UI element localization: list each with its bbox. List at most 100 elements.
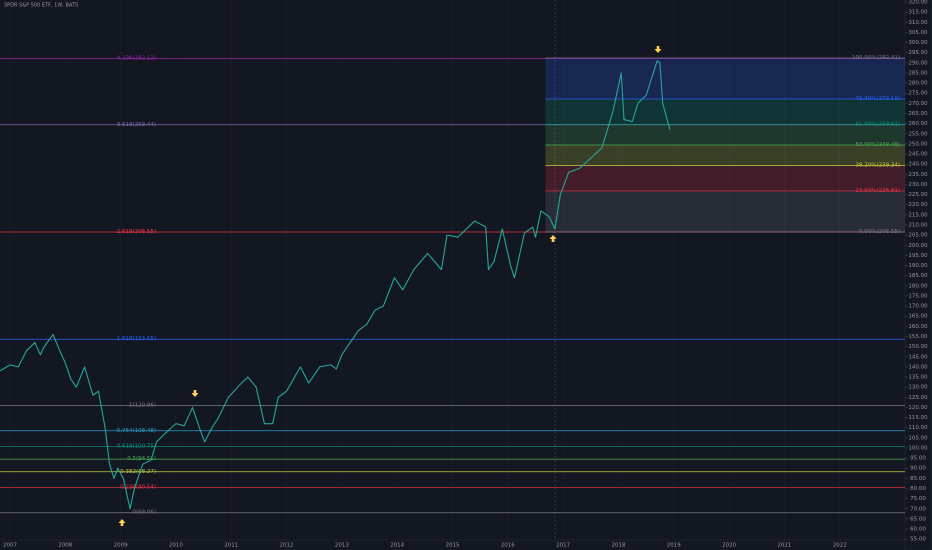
y-tick-label: 255.00 — [908, 131, 928, 137]
arrow-up — [549, 235, 557, 242]
y-tick-label: 310.00 — [908, 20, 928, 26]
fib-extension-label: 4.236(292.13) — [117, 56, 156, 62]
y-tick-label: 260.00 — [908, 121, 928, 127]
y-tick-label: 110.00 — [908, 425, 928, 431]
fib-retracement-label: 76.40%(272.15) — [855, 96, 900, 102]
fib-extension-label: 0.236(80.54) — [120, 484, 156, 490]
fib-extension-label: 1.618(153.65) — [117, 336, 156, 342]
y-tick-label: 320.00 — [908, 0, 928, 6]
y-tick-label: 60.00 — [910, 527, 926, 533]
x-tick-label: 2007 — [3, 543, 17, 549]
y-tick-label: 205.00 — [908, 233, 928, 239]
fib-zone — [545, 190, 905, 232]
x-tick-label: 2013 — [335, 543, 349, 549]
y-tick-label: 240.00 — [908, 162, 928, 168]
y-tick-label: 245.00 — [908, 152, 928, 158]
x-tick-label: 2011 — [224, 543, 238, 549]
fib-retracement-label: 0.00%(206.55) — [859, 229, 900, 235]
chart-title: SPDR S&P 500 ETF, 1W, BATS — [4, 3, 78, 9]
y-tick-label: 125.00 — [908, 395, 928, 401]
x-tick-label: 2014 — [390, 543, 404, 549]
y-tick-label: 180.00 — [908, 283, 928, 289]
y-tick-label: 210.00 — [908, 223, 928, 229]
y-tick-label: 120.00 — [908, 405, 928, 411]
markers — [118, 46, 662, 526]
x-tick-label: 2015 — [446, 543, 460, 549]
y-tick-label: 85.00 — [910, 476, 926, 482]
y-tick-label: 235.00 — [908, 172, 928, 178]
y-tick-label: 70.00 — [910, 506, 926, 512]
x-tick-label: 2012 — [280, 543, 294, 549]
y-tick-label: 215.00 — [908, 212, 928, 218]
y-tick-label: 315.00 — [908, 10, 928, 16]
fib-zone — [545, 99, 905, 125]
y-tick-label: 225.00 — [908, 192, 928, 198]
y-tick-label: 185.00 — [908, 273, 928, 279]
x-tick-label: 2009 — [114, 543, 128, 549]
fib-retracement-label: 50.00%(249.48) — [855, 142, 900, 148]
y-tick-label: 135.00 — [908, 375, 928, 381]
fib-extension-label: 1(120.96) — [129, 402, 156, 408]
y-tick-label: 250.00 — [908, 141, 928, 147]
fib-extension-label: 2.618(206.55) — [117, 229, 156, 235]
x-tick-label: 2019 — [667, 543, 681, 549]
x-tick-label: 2022 — [833, 543, 847, 549]
y-tick-label: 195.00 — [908, 253, 928, 259]
y-tick-label: 80.00 — [910, 486, 926, 492]
x-tick-label: 2008 — [58, 543, 72, 549]
y-tick-label: 200.00 — [908, 243, 928, 249]
fib-extension-label: 0.618(100.75) — [117, 443, 156, 449]
y-tick-label: 55.00 — [910, 537, 926, 543]
arrow-down — [191, 390, 199, 397]
x-tick-label: 2016 — [501, 543, 515, 549]
y-tick-label: 300.00 — [908, 40, 928, 46]
fib-retracement-label: 38.20%(239.34) — [855, 163, 900, 169]
y-tick-label: 145.00 — [908, 354, 928, 360]
y-tick-label: 290.00 — [908, 60, 928, 66]
y-tick-label: 280.00 — [908, 81, 928, 87]
y-tick-label: 75.00 — [910, 496, 926, 502]
y-tick-label: 230.00 — [908, 182, 928, 188]
y-tick-label: 100.00 — [908, 445, 928, 451]
fib-zone — [545, 124, 905, 145]
y-tick-label: 165.00 — [908, 314, 928, 320]
x-tick-label: 2018 — [611, 543, 625, 549]
y-tick-label: 65.00 — [910, 516, 926, 522]
fib-retracement-label: 100.00%(292.41) — [852, 55, 900, 61]
fib-retracement-label: 61.80%(259.61) — [855, 121, 900, 127]
fib-extension-label: 0.5(94.51) — [127, 456, 156, 462]
y-tick-label: 270.00 — [908, 101, 928, 107]
fib-zone — [545, 57, 905, 100]
y-tick-label: 150.00 — [908, 344, 928, 350]
y-tick-label: 220.00 — [908, 202, 928, 208]
y-tick-label: 115.00 — [908, 415, 928, 421]
arrow-down — [654, 46, 662, 53]
y-tick-label: 285.00 — [908, 70, 928, 76]
fib-extension-label: 3.618(259.44) — [117, 122, 156, 128]
x-tick-label: 2021 — [777, 543, 791, 549]
y-tick-label: 105.00 — [908, 435, 928, 441]
y-tick-label: 265.00 — [908, 111, 928, 117]
y-tick-label: 95.00 — [910, 456, 926, 462]
fib-retracement-label: 23.60%(226.81) — [855, 188, 900, 194]
y-tick-label: 155.00 — [908, 334, 928, 340]
x-tick-label: 2020 — [722, 543, 736, 549]
arrow-up — [118, 519, 126, 526]
y-tick-label: 170.00 — [908, 304, 928, 310]
price-line — [0, 60, 671, 510]
fib-zone — [545, 165, 905, 191]
y-tick-label: 190.00 — [908, 263, 928, 269]
fib-zone — [545, 144, 905, 166]
y-tick-label: 275.00 — [908, 91, 928, 97]
y-tick-label: 295.00 — [908, 50, 928, 56]
fib-extension-label: 0.382(88.27) — [120, 469, 156, 475]
y-tick-label: 305.00 — [908, 30, 928, 36]
x-tick-label: 2017 — [556, 543, 570, 549]
y-tick-label: 130.00 — [908, 385, 928, 391]
y-tick-label: 175.00 — [908, 293, 928, 299]
x-tick-label: 2010 — [169, 543, 183, 549]
y-tick-label: 160.00 — [908, 324, 928, 330]
